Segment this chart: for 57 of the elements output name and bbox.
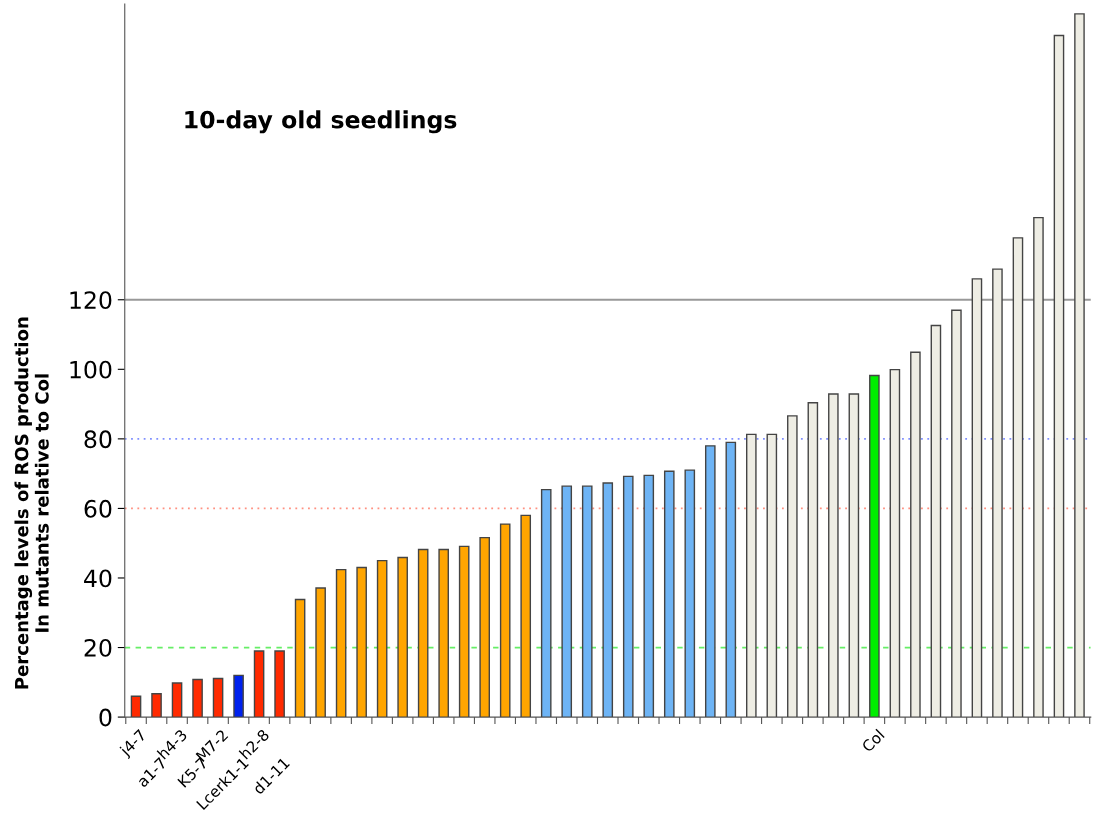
y-tick-label: 80 <box>84 430 112 449</box>
bar <box>971 278 983 718</box>
bar <box>192 678 203 718</box>
bar <box>438 548 449 718</box>
bar <box>1033 216 1044 718</box>
bar <box>992 268 1003 718</box>
bar <box>315 587 326 718</box>
y-tick-label: 20 <box>84 638 112 657</box>
bar <box>130 695 142 718</box>
bar <box>684 469 696 718</box>
text: 10-day old seedlings <box>185 110 457 134</box>
bar <box>397 556 408 718</box>
bar <box>1074 13 1085 718</box>
bar <box>274 650 285 718</box>
y-tick-label: 60 <box>84 499 112 518</box>
bar <box>376 559 388 718</box>
bar <box>479 536 491 718</box>
bar <box>417 548 429 718</box>
bar <box>663 470 675 718</box>
bar <box>848 393 860 718</box>
bar <box>581 485 593 718</box>
bar <box>1053 34 1065 718</box>
bar <box>212 677 224 718</box>
bar <box>602 482 614 718</box>
bar <box>1012 237 1024 718</box>
bar <box>746 433 757 718</box>
y-axis-title: Percentage levels of ROS production In mutants relative to Col <box>14 317 49 689</box>
bar <box>335 568 347 718</box>
bar <box>889 368 901 718</box>
bar <box>787 415 798 718</box>
bar <box>540 488 552 718</box>
bar <box>910 351 921 718</box>
bar <box>294 598 306 718</box>
y-tick-label: 100 <box>70 360 112 379</box>
y-tick-label: 40 <box>84 569 112 588</box>
bar <box>356 566 367 718</box>
bar <box>766 433 778 718</box>
bar <box>458 545 470 718</box>
bar <box>561 485 573 718</box>
bar <box>622 475 634 718</box>
bar <box>253 650 265 718</box>
bar <box>233 674 244 718</box>
bar <box>828 393 839 718</box>
y-tick-label: 120 <box>70 291 112 310</box>
bar <box>643 474 655 718</box>
bar <box>499 523 511 718</box>
bar <box>151 693 162 718</box>
bar <box>704 445 716 718</box>
bar <box>807 402 819 718</box>
y-tick-label: 0 <box>99 708 112 727</box>
bar <box>930 324 942 718</box>
bar <box>725 441 737 718</box>
bar <box>171 682 183 718</box>
x-tick-label: Col <box>860 728 885 753</box>
bar <box>869 374 880 718</box>
bar <box>951 309 962 718</box>
bar <box>520 514 532 718</box>
